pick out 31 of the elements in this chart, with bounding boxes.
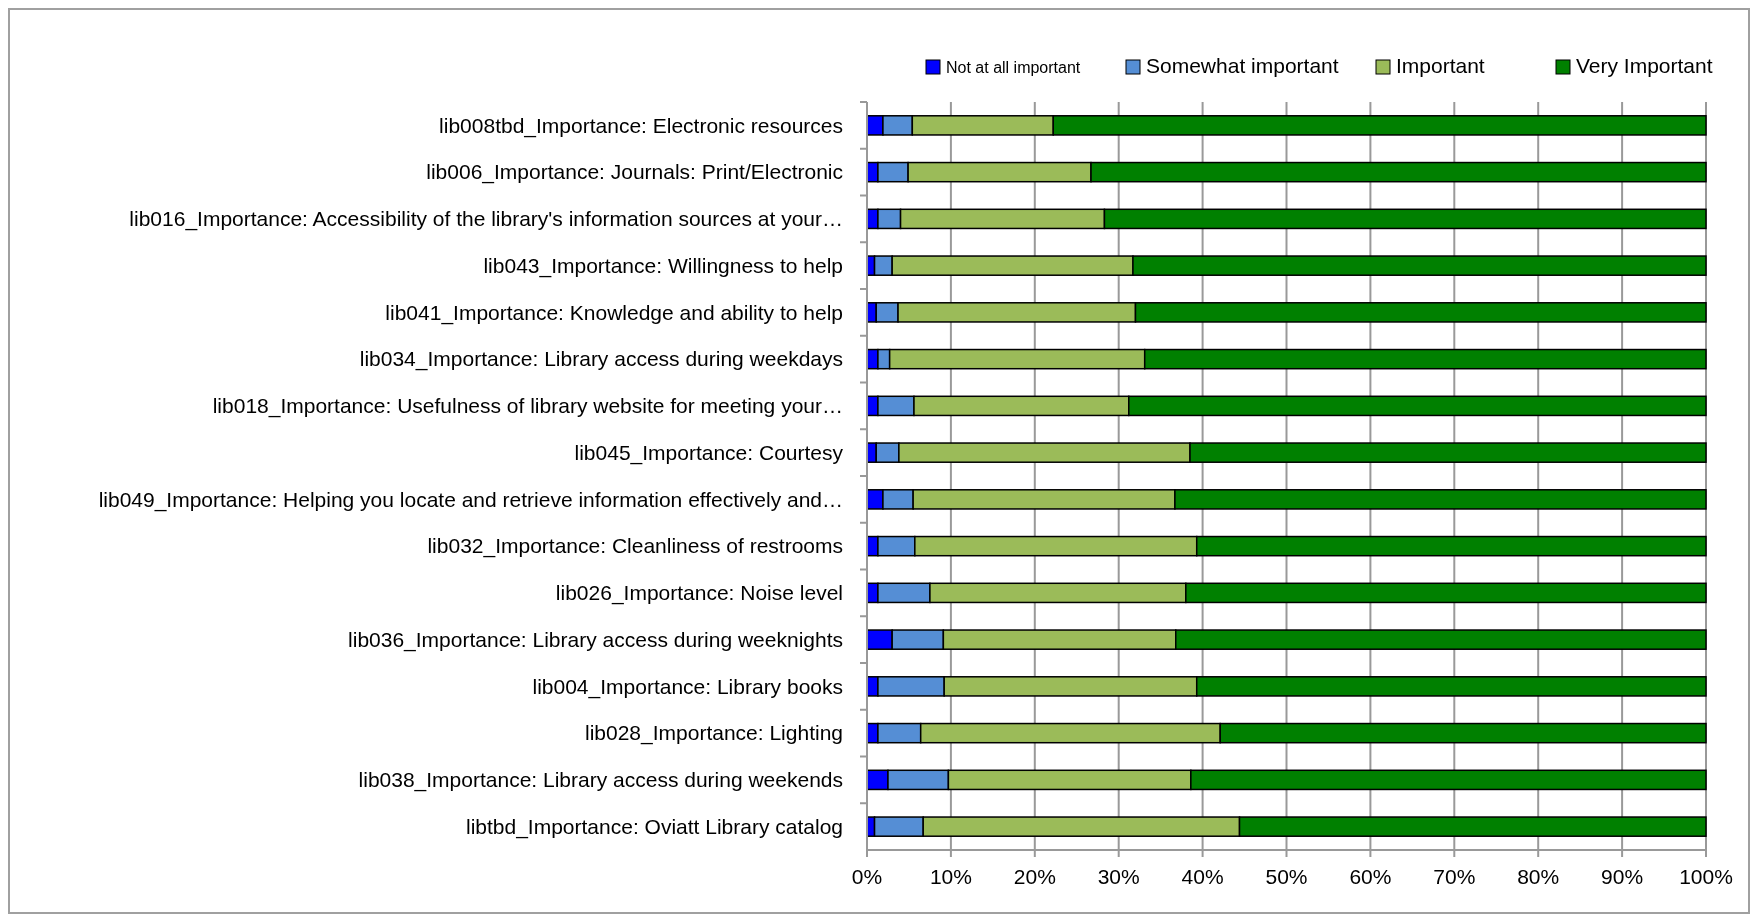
y-tick-label: lib034_Importance: Library access during weekdays [359,347,843,372]
y-tick-label: lib041_Importance: Knowledge and ability to help [385,300,843,325]
x-tick-label: 100% [1679,865,1733,888]
y-tick-label: lib006_Importance: Journals: Print/Electronic [426,160,843,185]
y-tick-label: libtbd_Importance: Oviatt Library catalog [465,814,843,839]
y-tick-label: lib038_Importance: Library access during weekends [358,768,843,793]
x-tick-label: 70% [1433,865,1476,888]
y-tick-label: lib026_Importance: Noise level [555,581,843,606]
y-tick-label: lib018_Importance: Usefulness of library website for meeting your… [212,394,843,419]
y-tick-label: lib008tbd_Importance: Electronic resources [439,113,843,138]
y-tick-label: lib036_Importance: Library access during weeknights [348,627,843,652]
legend-label: Important [1396,54,1485,77]
y-tick-label: lib043_Importance: Willingness to help [483,253,843,278]
x-tick-label: 10% [929,865,972,888]
legend-label: Very Important [1576,54,1713,77]
x-tick-label: 30% [1097,865,1140,888]
x-tick-label: 80% [1517,865,1560,888]
x-tick-label: 50% [1265,865,1308,888]
y-tick-label: lib028_Importance: Lighting [584,721,843,746]
y-tick-label: lib004_Importance: Library books [532,674,843,699]
y-tick-label: lib032_Importance: Cleanliness of restrooms [427,534,843,559]
legend-label: Not at all important [946,59,1081,76]
x-tick-label: 90% [1601,865,1644,888]
x-tick-label: 20% [1013,865,1056,888]
x-tick-label: 60% [1349,865,1392,888]
x-tick-label: 0% [851,865,883,888]
legend-label: Somewhat important [1146,54,1339,77]
y-tick-label: lib049_Importance: Helping you locate and retrieve information effectively and… [98,487,843,512]
y-tick-label: lib016_Importance: Accessibility of the library's information sources at your… [129,207,843,232]
y-tick-label: lib045_Importance: Courtesy [574,440,844,465]
x-tick-label: 40% [1181,865,1224,888]
